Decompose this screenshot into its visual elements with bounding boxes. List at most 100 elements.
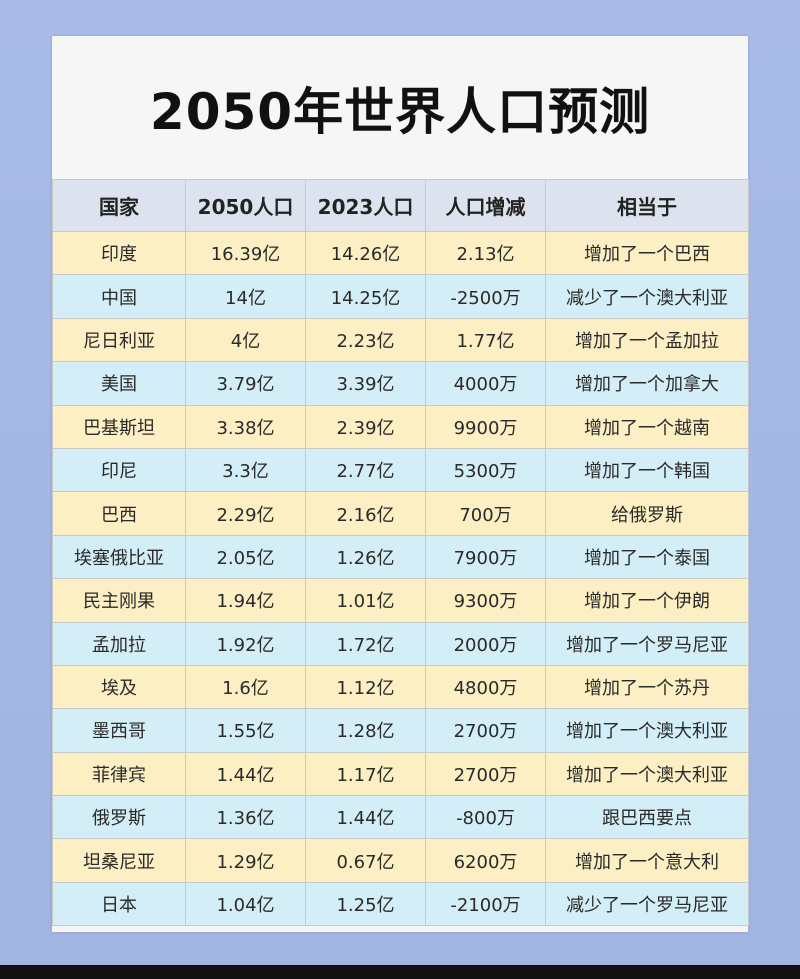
cell-country: 日本 — [52, 881, 186, 927]
cell-equivalent: 增加了一个澳大利亚 — [545, 708, 749, 753]
cell-country: 埃塞俄比亚 — [52, 534, 186, 580]
cell-country: 巴基斯坦 — [52, 404, 186, 449]
cell-equivalent: 减少了一个罗马尼亚 — [545, 881, 749, 927]
cell-change: 2700万 — [425, 708, 546, 753]
cell-change: 4800万 — [425, 664, 546, 710]
table-row: 美国 3.79亿 3.39亿 4000万 增加了一个加拿大 — [52, 361, 749, 406]
cell-change: 2700万 — [425, 751, 546, 797]
cell-change: 2.13亿 — [425, 230, 546, 276]
cell-equivalent: 增加了一个孟加拉 — [545, 317, 749, 363]
cell-country: 印尼 — [52, 447, 186, 493]
table-row: 埃及 1.6亿 1.12亿 4800万 增加了一个苏丹 — [52, 664, 749, 710]
cell-population-2023: 1.26亿 — [305, 534, 426, 580]
cell-population-2050: 3.38亿 — [185, 404, 306, 449]
table-row: 民主刚果 1.94亿 1.01亿 9300万 增加了一个伊朗 — [52, 578, 749, 623]
cell-country: 俄罗斯 — [52, 795, 186, 840]
cell-change: 5300万 — [425, 447, 546, 493]
table-row: 巴西 2.29亿 2.16亿 700万 给俄罗斯 — [52, 491, 749, 536]
population-table: 国家 2050人口 2023人口 人口增减 相当于 印度 16.39亿 14.2… — [52, 179, 749, 927]
cell-population-2023: 1.17亿 — [305, 751, 426, 797]
cell-population-2050: 1.94亿 — [185, 578, 306, 623]
cell-equivalent: 增加了一个泰国 — [545, 534, 749, 580]
cell-change: -2100万 — [425, 881, 546, 927]
cell-change: 9300万 — [425, 578, 546, 623]
header-equivalent: 相当于 — [545, 179, 749, 232]
cell-equivalent: 增加了一个意大利 — [545, 838, 749, 883]
cell-population-2023: 3.39亿 — [305, 361, 426, 406]
cell-population-2023: 1.28亿 — [305, 708, 426, 753]
cell-equivalent: 跟巴西要点 — [545, 795, 749, 840]
cell-population-2050: 1.29亿 — [185, 838, 306, 883]
cell-change: 700万 — [425, 491, 546, 536]
cell-population-2050: 16.39亿 — [185, 230, 306, 276]
cell-change: 1.77亿 — [425, 317, 546, 363]
cell-equivalent: 增加了一个苏丹 — [545, 664, 749, 710]
cell-population-2023: 2.16亿 — [305, 491, 426, 536]
cell-country: 民主刚果 — [52, 578, 186, 623]
cell-equivalent: 增加了一个越南 — [545, 404, 749, 449]
cell-population-2023: 1.72亿 — [305, 621, 426, 666]
cell-country: 尼日利亚 — [52, 317, 186, 363]
cell-population-2023: 2.39亿 — [305, 404, 426, 449]
cell-equivalent: 给俄罗斯 — [545, 491, 749, 536]
cell-country: 墨西哥 — [52, 708, 186, 753]
cell-population-2023: 1.25亿 — [305, 881, 426, 927]
cell-population-2023: 2.77亿 — [305, 447, 426, 493]
bottom-bar — [0, 965, 800, 979]
cell-population-2023: 0.67亿 — [305, 838, 426, 883]
cell-country: 美国 — [52, 361, 186, 406]
cell-country: 中国 — [52, 274, 186, 319]
table-row: 巴基斯坦 3.38亿 2.39亿 9900万 增加了一个越南 — [52, 404, 749, 449]
table-row: 墨西哥 1.55亿 1.28亿 2700万 增加了一个澳大利亚 — [52, 708, 749, 753]
cell-country: 巴西 — [52, 491, 186, 536]
cell-population-2050: 14亿 — [185, 274, 306, 319]
header-population-2050: 2050人口 — [185, 179, 306, 232]
header-change: 人口增减 — [425, 179, 546, 232]
table-row: 印尼 3.3亿 2.77亿 5300万 增加了一个韩国 — [52, 447, 749, 493]
cell-population-2023: 1.44亿 — [305, 795, 426, 840]
cell-population-2050: 3.3亿 — [185, 447, 306, 493]
table-row: 菲律宾 1.44亿 1.17亿 2700万 增加了一个澳大利亚 — [52, 751, 749, 797]
cell-equivalent: 增加了一个巴西 — [545, 230, 749, 276]
cell-population-2050: 3.79亿 — [185, 361, 306, 406]
cell-population-2050: 2.29亿 — [185, 491, 306, 536]
cell-population-2050: 1.44亿 — [185, 751, 306, 797]
cell-population-2023: 1.12亿 — [305, 664, 426, 710]
table-row: 日本 1.04亿 1.25亿 -2100万 减少了一个罗马尼亚 — [52, 881, 749, 927]
cell-change: -2500万 — [425, 274, 546, 319]
cell-population-2023: 1.01亿 — [305, 578, 426, 623]
table-header-row: 国家 2050人口 2023人口 人口增减 相当于 — [52, 179, 749, 232]
table-row: 印度 16.39亿 14.26亿 2.13亿 增加了一个巴西 — [52, 230, 749, 276]
cell-country: 埃及 — [52, 664, 186, 710]
cell-equivalent: 增加了一个韩国 — [545, 447, 749, 493]
cell-equivalent: 增加了一个罗马尼亚 — [545, 621, 749, 666]
cell-country: 印度 — [52, 230, 186, 276]
cell-country: 菲律宾 — [52, 751, 186, 797]
cell-population-2023: 14.25亿 — [305, 274, 426, 319]
cell-population-2023: 14.26亿 — [305, 230, 426, 276]
table-row: 埃塞俄比亚 2.05亿 1.26亿 7900万 增加了一个泰国 — [52, 534, 749, 580]
cell-change: -800万 — [425, 795, 546, 840]
cell-population-2050: 1.36亿 — [185, 795, 306, 840]
cell-change: 6200万 — [425, 838, 546, 883]
cell-equivalent: 增加了一个澳大利亚 — [545, 751, 749, 797]
cell-equivalent: 减少了一个澳大利亚 — [545, 274, 749, 319]
cell-population-2050: 1.04亿 — [185, 881, 306, 927]
cell-change: 4000万 — [425, 361, 546, 406]
table-row: 俄罗斯 1.36亿 1.44亿 -800万 跟巴西要点 — [52, 795, 749, 840]
cell-population-2023: 2.23亿 — [305, 317, 426, 363]
cell-equivalent: 增加了一个加拿大 — [545, 361, 749, 406]
cell-country: 孟加拉 — [52, 621, 186, 666]
cell-population-2050: 1.92亿 — [185, 621, 306, 666]
cell-population-2050: 1.55亿 — [185, 708, 306, 753]
header-population-2023: 2023人口 — [305, 179, 426, 232]
header-country: 国家 — [52, 179, 186, 232]
cell-equivalent: 增加了一个伊朗 — [545, 578, 749, 623]
cell-population-2050: 2.05亿 — [185, 534, 306, 580]
cell-country: 坦桑尼亚 — [52, 838, 186, 883]
cell-change: 2000万 — [425, 621, 546, 666]
table-row: 孟加拉 1.92亿 1.72亿 2000万 增加了一个罗马尼亚 — [52, 621, 749, 666]
table-row: 尼日利亚 4亿 2.23亿 1.77亿 增加了一个孟加拉 — [52, 317, 749, 363]
cell-population-2050: 4亿 — [185, 317, 306, 363]
table-row: 中国 14亿 14.25亿 -2500万 减少了一个澳大利亚 — [52, 274, 749, 319]
